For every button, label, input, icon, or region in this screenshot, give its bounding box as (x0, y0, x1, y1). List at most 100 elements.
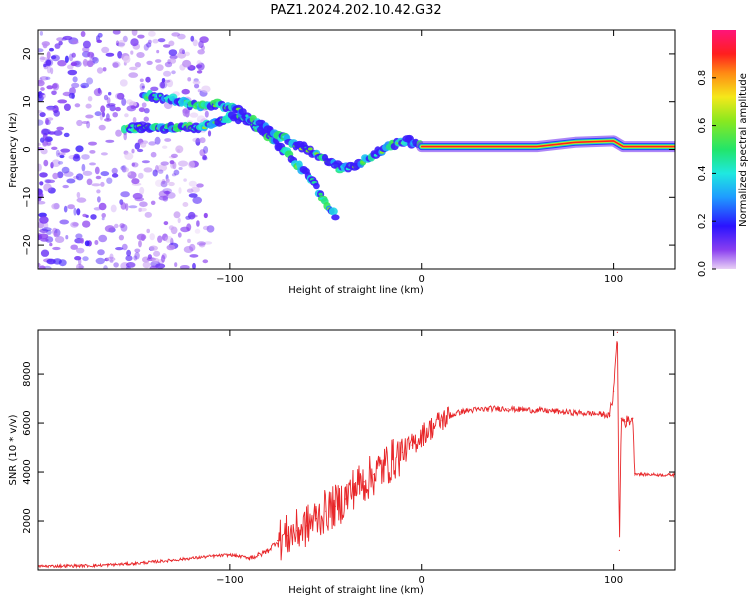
noise-blob (38, 94, 44, 102)
noise-blob (78, 258, 82, 266)
snr-point (248, 557, 250, 559)
noise-blob (150, 200, 156, 205)
noise-blob (114, 223, 119, 229)
noise-blob (38, 79, 45, 87)
noise-blob (160, 81, 166, 89)
noise-blob (101, 46, 110, 54)
noise-blob (109, 253, 114, 260)
snr-point (565, 411, 567, 413)
noise-blob (100, 152, 108, 156)
noise-blob (155, 64, 164, 71)
noise-blob (139, 186, 145, 195)
noise-blob (90, 214, 97, 220)
noise-blob (199, 137, 206, 144)
noise-blob (63, 205, 68, 213)
noise-blob (92, 57, 99, 64)
noise-blob (173, 169, 180, 176)
noise-blob (189, 243, 196, 252)
noise-blob (39, 31, 44, 36)
colorbar-tick-label: 0.6 (697, 118, 708, 134)
noise-blob (100, 105, 106, 113)
noise-blob (170, 153, 178, 158)
snr-point (449, 415, 452, 417)
snr-point (229, 554, 231, 556)
noise-blob (94, 240, 99, 245)
noise-blob (94, 166, 100, 175)
snr-point (421, 434, 423, 436)
noise-blob (72, 155, 81, 162)
noise-blob (45, 59, 52, 66)
noise-blob (63, 132, 70, 138)
noise-blob (38, 265, 46, 269)
snr-point (430, 427, 432, 429)
noise-blob (194, 83, 200, 89)
noise-blob (182, 108, 191, 114)
x-tick-label: 0 (419, 575, 425, 586)
snr-point (382, 466, 384, 468)
noise-blob (162, 188, 172, 194)
noise-blob (136, 233, 147, 241)
noise-blob (49, 242, 53, 247)
noise-blob (94, 111, 102, 117)
noise-blob (57, 60, 67, 67)
noise-blob (149, 265, 158, 269)
noise-blob (141, 85, 145, 89)
snr-point (344, 498, 346, 500)
noise-blob (40, 87, 45, 91)
snr-point (210, 555, 212, 557)
noise-blob (181, 88, 190, 95)
y-tick-label: 10 (22, 95, 33, 108)
noise-blob (82, 220, 91, 228)
noise-blob (183, 178, 187, 182)
noise-blob (160, 161, 169, 166)
snr-point (517, 408, 519, 410)
noise-blob (156, 49, 160, 54)
noise-blob (61, 166, 70, 174)
noise-blob (56, 37, 64, 42)
noise-blob (43, 183, 52, 192)
noise-blob (171, 32, 181, 37)
colorbar: 0.0 0.2 0.4 0.6 0.8 Normalized spectral ampl… (697, 30, 749, 277)
noise-blob (84, 240, 90, 247)
noise-blob (56, 126, 64, 131)
noise-blob (139, 78, 144, 83)
noise-blob (43, 222, 49, 230)
noise-blob (121, 167, 129, 173)
noise-blob (161, 78, 166, 83)
noise-blob (139, 201, 148, 207)
snr-point (620, 417, 622, 419)
noise-blob (192, 262, 196, 269)
snr-point (306, 525, 308, 527)
noise-blob (110, 204, 117, 213)
noise-blob (182, 202, 189, 207)
noise-blob (75, 233, 83, 239)
noise-blob (131, 178, 140, 185)
noise-blob (157, 164, 168, 172)
snr-point (497, 407, 500, 409)
noise-blob (190, 35, 195, 42)
noise-blob (98, 124, 106, 131)
noise-blob (163, 79, 171, 83)
noise-blob (163, 221, 169, 226)
noise-blob (52, 172, 59, 180)
noise-blob (171, 70, 176, 75)
noise-blob (168, 40, 175, 47)
colorbar-tick-label: 0.4 (697, 165, 708, 181)
y-tick-label: −10 (22, 187, 33, 208)
noise-blob (39, 172, 48, 178)
noise-blob (133, 255, 138, 261)
noise-blob (196, 183, 204, 188)
noise-blob (126, 266, 131, 269)
noise-blob (202, 156, 208, 161)
noise-blob (100, 171, 110, 177)
noise-blob (134, 197, 145, 202)
noise-blob (45, 179, 56, 184)
noise-blob (170, 226, 178, 235)
spectrogram-xlabel: Height of straight line (km) (288, 285, 424, 296)
noise-blob (195, 64, 203, 69)
snr-point (661, 474, 663, 476)
noise-blob (195, 138, 201, 146)
track-blob (313, 182, 320, 190)
noise-blob (64, 55, 69, 63)
noise-blob (149, 233, 155, 241)
